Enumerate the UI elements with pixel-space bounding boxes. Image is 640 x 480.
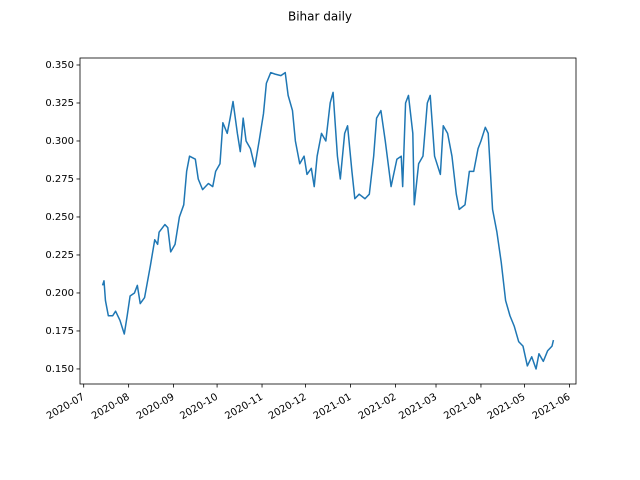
x-tick-label: 2020-10 bbox=[178, 392, 220, 422]
y-tick-label: 0.225 bbox=[45, 250, 74, 261]
x-tick-label: 2020-11 bbox=[223, 392, 265, 422]
chart-title: Bihar daily bbox=[288, 10, 352, 24]
y-tick-label: 0.175 bbox=[45, 326, 74, 337]
x-tick-label: 2020-08 bbox=[90, 392, 132, 422]
y-tick-label: 0.325 bbox=[45, 98, 74, 109]
x-tick-label: 2021-01 bbox=[312, 392, 354, 422]
y-tick-label: 0.250 bbox=[45, 212, 74, 223]
x-tick-label: 2020-07 bbox=[45, 392, 87, 422]
x-tick-label: 2020-12 bbox=[267, 392, 309, 422]
x-tick-label: 2021-03 bbox=[397, 392, 439, 422]
x-tick-label: 2021-02 bbox=[357, 392, 399, 422]
y-tick-label: 0.350 bbox=[45, 60, 74, 71]
axes-frame bbox=[79, 57, 577, 385]
y-tick-label: 0.300 bbox=[45, 136, 74, 147]
x-tick-label: 2021-05 bbox=[486, 392, 528, 422]
x-tick-label: 2021-06 bbox=[531, 392, 573, 422]
x-tick-label: 2021-04 bbox=[442, 392, 484, 422]
y-tick-label: 0.200 bbox=[45, 288, 74, 299]
x-tick-label: 2020-09 bbox=[135, 392, 177, 422]
y-tick-label: 0.150 bbox=[45, 364, 74, 375]
y-tick-label: 0.275 bbox=[45, 174, 74, 185]
line bbox=[101, 71, 555, 370]
